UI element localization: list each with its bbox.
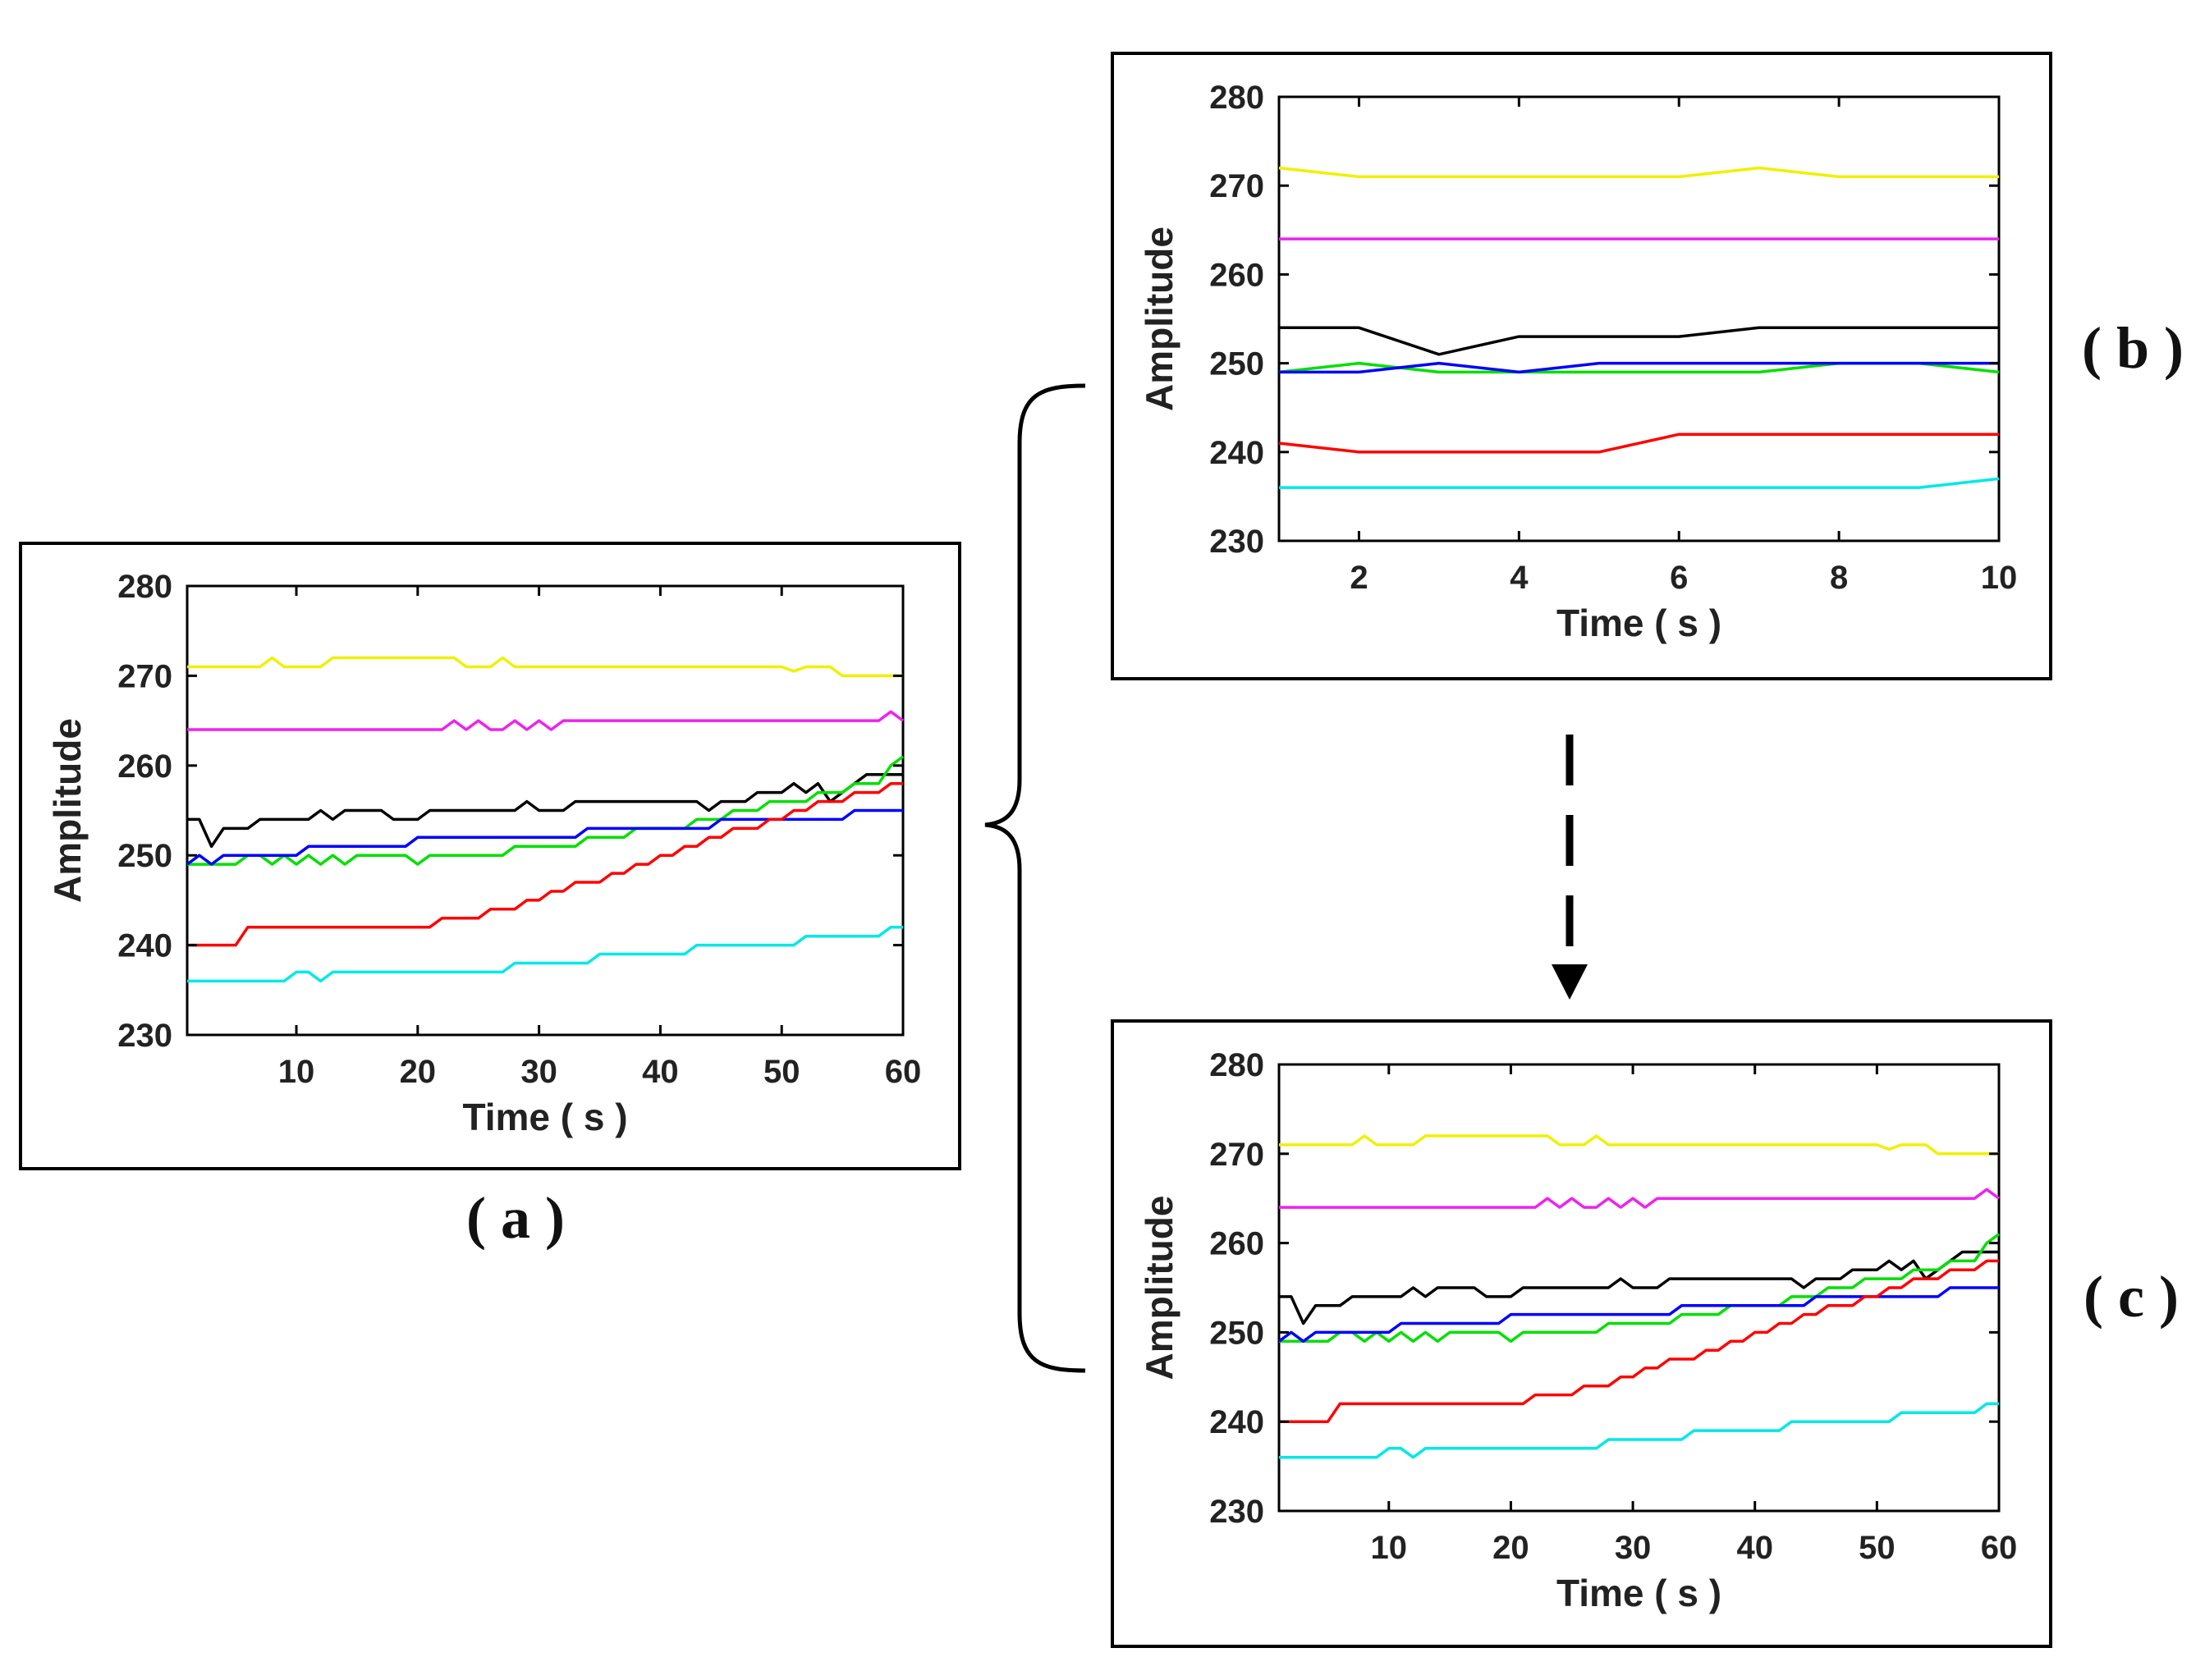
x-tick-label: 2: [1350, 560, 1368, 596]
panel-b: 230 240 250 260 270 280 2 4 6 8 10 Time ( s ) Amplit…: [1111, 52, 2184, 680]
y-tick-label: 230: [117, 1018, 172, 1054]
x-tick-label: 60: [1981, 1530, 2018, 1566]
series-line-blue: [1277, 1286, 1999, 1344]
curly-brace-icon: [984, 383, 1086, 1373]
panel-c: 230 240 250 260 270 280 10 20 30 40 50 60 Time ( s )…: [1111, 1019, 2179, 1648]
y-axis-label: Amplitude: [1138, 227, 1180, 411]
series-line-magenta: [187, 710, 905, 731]
series-line-yellow: [1278, 166, 1999, 179]
x-tick-label: 60: [885, 1054, 922, 1090]
y-tick-label: 240: [117, 928, 172, 964]
x-tick-label: 30: [1615, 1530, 1652, 1566]
series-line-green: [187, 755, 905, 866]
series-line-magenta: [1279, 1188, 2001, 1209]
x-tick-label: 50: [763, 1054, 800, 1090]
x-tick-label: 4: [1510, 560, 1529, 596]
series-line-black: [1279, 1250, 1999, 1325]
y-tick-label: 240: [1209, 435, 1264, 471]
x-tick-label: 10: [1371, 1530, 1408, 1566]
y-tick-label: 250: [1209, 1315, 1264, 1351]
y-tick-label: 260: [1209, 257, 1264, 293]
chart-b: 230 240 250 260 270 280 2 4 6 8 10 Time ( s ) Amplit…: [1138, 80, 2017, 644]
y-tick-label: 280: [1209, 80, 1264, 116]
x-tick-label: 40: [1736, 1530, 1773, 1566]
panel-c-frame: [1111, 1019, 2052, 1648]
x-tick-label: 10: [1981, 560, 2018, 596]
panel-a-frame: [19, 542, 961, 1170]
x-tick-label: 6: [1670, 560, 1688, 596]
y-tick-label: 260: [117, 748, 172, 785]
series-line-red: [1279, 1259, 1999, 1423]
x-axis-label: Time ( s ): [1556, 602, 1721, 644]
chart-c: 230 240 250 260 270 280 10 20 30 40 50 60 Time ( s )…: [1138, 1047, 2017, 1614]
panel-b-frame: [1111, 52, 2052, 680]
x-axis-label: Time ( s ): [462, 1096, 627, 1138]
y-axis-label: Amplitude: [1138, 1196, 1180, 1380]
y-tick-label: 240: [1209, 1404, 1264, 1440]
x-tick-label: 8: [1830, 560, 1848, 596]
x-tick-label: 20: [400, 1054, 437, 1090]
series-line-red: [187, 781, 903, 947]
x-tick-label: 30: [520, 1054, 557, 1090]
x-tick-label: 50: [1859, 1530, 1896, 1566]
panel-b-caption: ( b ): [2082, 315, 2184, 381]
series-line-black: [187, 772, 903, 849]
plot-area: [1277, 95, 2001, 542]
series-line-cyan: [187, 925, 903, 983]
y-tick-label: 250: [117, 838, 172, 874]
y-tick-label: 230: [1209, 1494, 1264, 1530]
y-tick-label: 250: [1209, 346, 1264, 382]
x-tick-label: 40: [642, 1054, 679, 1090]
y-tick-label: 270: [1209, 168, 1264, 204]
y-tick-label: 230: [1209, 524, 1264, 560]
y-axis-label: Amplitude: [46, 718, 89, 903]
series-line-blue: [1279, 361, 1999, 374]
x-tick-label: 10: [278, 1054, 315, 1090]
x-axis-label: Time ( s ): [1556, 1572, 1721, 1614]
dashed-down-arrow-icon: [1552, 735, 1588, 1000]
panel-a-caption: ( a ): [466, 1185, 565, 1251]
y-tick-label: 270: [117, 658, 172, 694]
series-line-black: [1279, 326, 1999, 356]
series-line-blue: [186, 808, 903, 866]
panel-a: 230 240 250 260 270 280 10 20 30 40 50 60 Time ( s )…: [19, 542, 961, 1251]
series-line-yellow: [1279, 1134, 1999, 1156]
y-tick-label: 280: [1209, 1047, 1264, 1083]
panel-c-caption: ( c ): [2084, 1264, 2179, 1330]
y-tick-label: 260: [1209, 1226, 1264, 1262]
series-line-green: [1279, 1233, 2001, 1344]
series-line-red: [1278, 433, 1999, 454]
y-tick-label: 280: [117, 569, 172, 605]
series-line-cyan: [1279, 477, 2000, 489]
series-line-cyan: [1279, 1402, 1999, 1459]
x-tick-label: 20: [1492, 1530, 1529, 1566]
y-tick-label: 270: [1209, 1137, 1264, 1173]
series-line-yellow: [187, 656, 903, 678]
chart-a: 230 240 250 260 270 280 10 20 30 40 50 60 Time ( s )…: [46, 569, 921, 1138]
